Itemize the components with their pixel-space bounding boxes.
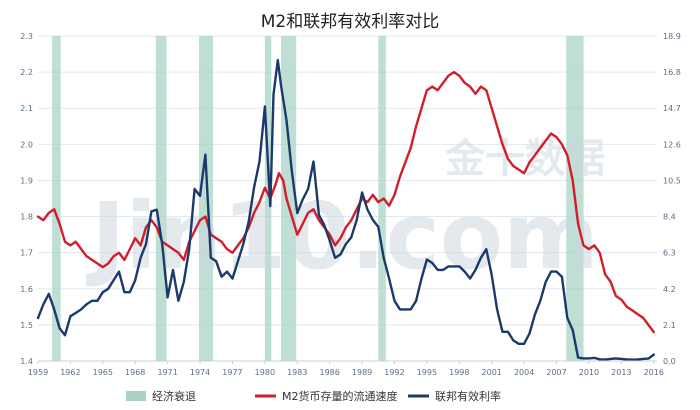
y-right-tick-label: 4.2: [663, 285, 676, 294]
y-right-tick-label: 0.0: [663, 357, 676, 366]
axes: 1.4 1.5 1.6 1.7 1.8 1.9 2.0 2.1 2.2 2.3 0.0 2.1 4.2 6…: [20, 32, 681, 377]
x-tick-label: 2001: [482, 368, 502, 377]
y-left-tick-label: 1.8: [20, 213, 33, 222]
y-left-tick-label: 1.7: [20, 249, 33, 258]
chart-title: M2和联邦有效利率对比: [261, 12, 439, 32]
legend-label-fed: 联邦有效利率: [435, 389, 501, 403]
x-tick-label: 2013: [611, 368, 631, 377]
x-tick-label: 1995: [417, 368, 437, 377]
y-right-tick-label: 14.7: [663, 104, 681, 113]
x-tick-label: 1971: [157, 368, 177, 377]
x-tick-label: 1959: [28, 368, 48, 377]
legend-swatch-recession: [126, 391, 146, 401]
y-left-tick-label: 1.9: [20, 176, 33, 185]
y-left-tick-label: 1.5: [20, 321, 33, 330]
legend-label-recession: 经济衰退: [152, 389, 196, 403]
y-right-tick-label: 2.1: [663, 321, 676, 330]
x-tick-label: 2010: [579, 368, 599, 377]
y-left-tick-label: 2.2: [20, 68, 33, 77]
x-tick-label: 1989: [352, 368, 372, 377]
x-tick-label: 1980: [255, 368, 275, 377]
x-tick-label: 2016: [644, 368, 664, 377]
recession-band: [155, 36, 167, 361]
y-right-tick-label: 16.8: [663, 68, 681, 77]
y-left-tick-label: 1.4: [20, 357, 33, 366]
legend-label-m2: M2货币存量的流通速度: [282, 389, 398, 403]
y-left-tick-label: 2.0: [20, 140, 33, 149]
watermark: 金十数据 Jin10.com: [85, 136, 605, 290]
y-left-tick-label: 2.1: [20, 104, 33, 113]
y-right-tick-label: 18.9: [663, 32, 681, 41]
gridlines: [38, 35, 657, 362]
series-line-m2: [36, 70, 655, 334]
recession-band: [52, 36, 61, 361]
y-right-tick-label: 8.4: [663, 213, 676, 222]
recession-band: [198, 36, 214, 361]
x-tick-label: 1992: [384, 368, 404, 377]
y-left-tick-label: 2.3: [20, 32, 33, 41]
recession-band: [264, 36, 272, 361]
x-tick-label: 1977: [222, 368, 242, 377]
y-right-tick-label: 10.5: [663, 176, 681, 185]
legend: 经济衰退 M2货币存量的流通速度 联邦有效利率: [126, 389, 501, 403]
x-tick-label: 2004: [514, 368, 534, 377]
x-tick-label: 1965: [93, 368, 113, 377]
series-line-fed: [36, 58, 655, 361]
x-tick-label: 1962: [60, 368, 80, 377]
x-tick-label: 1998: [449, 368, 469, 377]
x-tick-label: 1968: [125, 368, 145, 377]
series-lines: [36, 58, 655, 361]
x-tick-label: 1974: [190, 368, 210, 377]
x-tick-label: 1986: [319, 368, 339, 377]
y-left-tick-label: 1.6: [20, 285, 33, 294]
watermark-cn: 金十数据: [444, 136, 605, 182]
y-right-tick-label: 6.3: [663, 249, 676, 258]
y-right-tick-label: 12.6: [663, 140, 681, 149]
x-tick-label: 2007: [546, 368, 566, 377]
x-tick-label: 1983: [287, 368, 307, 377]
